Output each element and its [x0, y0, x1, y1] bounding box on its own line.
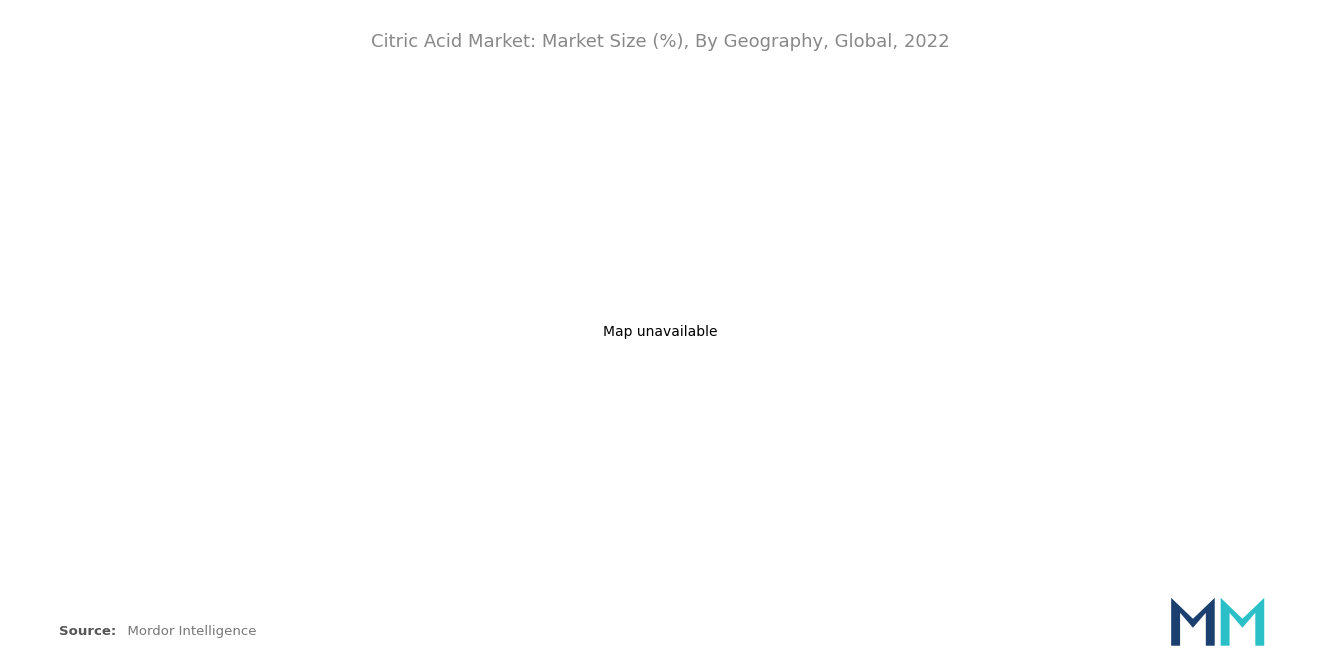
Text: Mordor Intelligence: Mordor Intelligence [119, 625, 256, 638]
Polygon shape [1221, 598, 1265, 646]
Text: Citric Acid Market: Market Size (%), By Geography, Global, 2022: Citric Acid Market: Market Size (%), By … [371, 33, 949, 51]
Text: Source:: Source: [59, 625, 116, 638]
Text: Map unavailable: Map unavailable [603, 325, 717, 340]
Polygon shape [1171, 598, 1214, 646]
